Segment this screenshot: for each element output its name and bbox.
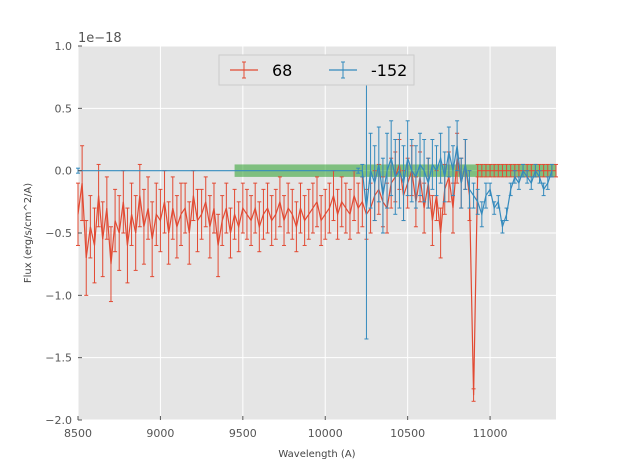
y-tick-label: 0.0 (55, 165, 73, 178)
legend-label: -152 (371, 61, 407, 80)
x-tick-label: 8500 (64, 427, 92, 440)
legend-item-1: -152 (329, 61, 407, 80)
legend-item-0: 68 (230, 61, 292, 80)
series-1 (76, 76, 554, 340)
x-tick-label: 10000 (308, 427, 343, 440)
legend: 68 -152 (218, 54, 415, 86)
series-group (76, 76, 558, 402)
series-line (78, 145, 553, 227)
y-tick-label: −1.5 (45, 352, 72, 365)
y-tick-label: −2.0 (45, 414, 72, 427)
legend-label: 68 (272, 61, 292, 80)
x-tick-label: 9000 (146, 427, 174, 440)
y-tick-label: 0.5 (55, 102, 73, 115)
y-ticks: 1.0 0.5 0.0 −0.5 −1.0 −1.5 −2.0 (45, 40, 82, 427)
y-offset-label: 1e−18 (78, 31, 122, 46)
legend-box (218, 54, 415, 86)
x-ticks: 8500 9000 9500 10000 10500 11000 (64, 416, 508, 440)
y-tick-label: −0.5 (45, 227, 72, 240)
x-tick-label: 11000 (473, 427, 508, 440)
series-line (77, 158, 556, 396)
x-axis-label: Wavelength (A) (278, 449, 355, 460)
x-tick-label: 9500 (229, 427, 257, 440)
x-tick-label: 10500 (390, 427, 425, 440)
y-tick-label: 1.0 (55, 40, 73, 53)
y-axis-label: Flux (erg/s/cm^2/A) (23, 183, 34, 283)
y-tick-label: −1.0 (45, 289, 72, 302)
